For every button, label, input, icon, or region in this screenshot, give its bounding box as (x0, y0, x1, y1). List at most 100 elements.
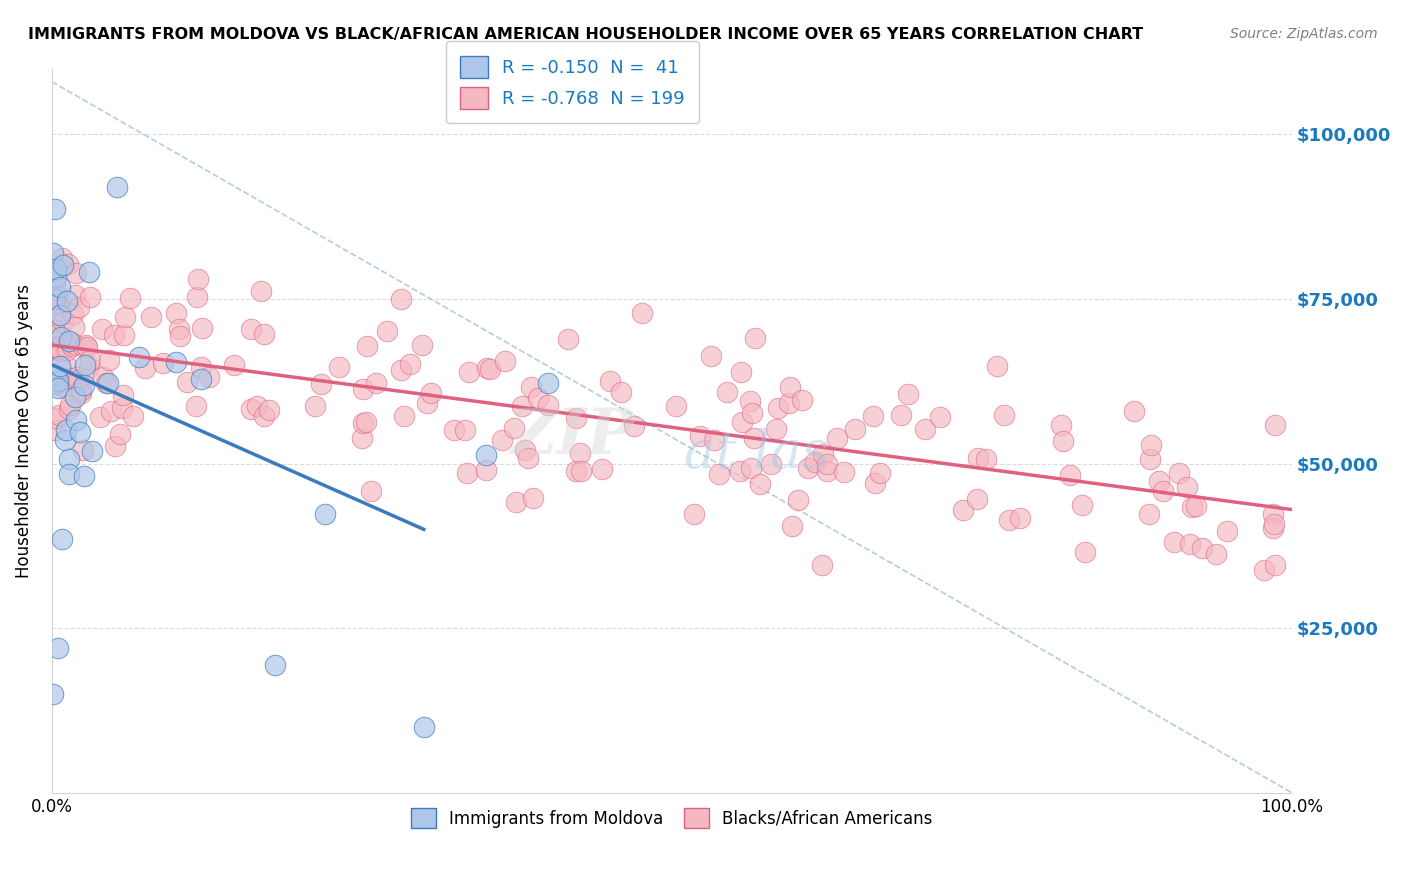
Point (759, 457, 782, 471)
Point (700, 349, 723, 363)
Point (222, 358, 245, 372)
Point (744, 331, 766, 345)
Point (165, 306, 187, 320)
Point (309, 377, 332, 392)
Point (766, 401, 789, 415)
Point (1152, 483, 1174, 498)
Point (1263, 521, 1285, 535)
Point (1147, 474, 1170, 488)
Point (623, 419, 645, 434)
Point (253, 327, 276, 342)
Point (456, 466, 478, 480)
Point (44, 277, 66, 292)
Point (863, 476, 886, 491)
Point (703, 434, 725, 448)
Point (65, 413, 87, 427)
Point (59, 398, 82, 412)
Point (412, 720, 434, 734)
Point (787, 493, 810, 508)
Point (728, 464, 751, 478)
Point (565, 464, 588, 478)
Point (1050, 418, 1073, 433)
Point (862, 409, 884, 424)
Point (44, 368, 66, 382)
Point (1253, 563, 1275, 577)
Point (740, 461, 762, 475)
Point (134, 361, 156, 376)
Point (49, 280, 72, 294)
Point (63, 319, 86, 334)
Point (60, 339, 83, 353)
Point (1263, 516, 1285, 531)
Point (494, 354, 516, 368)
Point (689, 429, 711, 443)
Point (75, 338, 97, 352)
Point (952, 502, 974, 516)
Point (63, 288, 86, 302)
Point (967, 451, 990, 466)
Point (141, 310, 163, 324)
Point (100, 404, 122, 418)
Point (45, 261, 67, 276)
Point (44, 269, 66, 284)
Point (79, 290, 101, 304)
Legend: Immigrants from Moldova, Blacks/African Americans: Immigrants from Moldova, Blacks/African … (405, 801, 939, 835)
Point (834, 465, 856, 479)
Point (998, 513, 1021, 527)
Point (63, 390, 86, 404)
Point (77, 264, 100, 278)
Point (58, 334, 80, 349)
Point (354, 415, 377, 429)
Point (48, 408, 70, 422)
Point (352, 382, 374, 396)
Point (44, 377, 66, 392)
Point (55, 359, 77, 373)
Point (165, 355, 187, 369)
Point (420, 385, 443, 400)
Point (52, 372, 75, 386)
Point (49, 343, 72, 358)
Point (1216, 524, 1239, 539)
Point (537, 398, 560, 412)
Point (56, 258, 79, 272)
Point (520, 379, 543, 393)
Point (731, 416, 754, 430)
Point (869, 467, 891, 481)
Point (70, 383, 93, 397)
Point (73, 377, 96, 392)
Point (1140, 438, 1163, 452)
Point (246, 399, 269, 413)
Point (46, 302, 69, 317)
Point (304, 399, 326, 413)
Point (169, 322, 191, 336)
Point (72, 442, 94, 457)
Point (253, 409, 276, 424)
Point (474, 448, 496, 462)
Point (610, 384, 633, 399)
Point (77, 359, 100, 374)
Point (46, 374, 69, 388)
Point (517, 451, 540, 466)
Point (1167, 467, 1189, 481)
Point (1008, 510, 1031, 524)
Point (97, 376, 120, 391)
Point (44, 423, 66, 437)
Text: at las: at las (685, 428, 830, 479)
Point (58, 402, 80, 417)
Point (475, 463, 498, 477)
Point (778, 396, 800, 410)
Point (197, 370, 219, 384)
Point (186, 290, 208, 304)
Point (1191, 541, 1213, 555)
Point (51, 533, 73, 547)
Point (682, 507, 704, 521)
Point (709, 467, 731, 482)
Point (568, 445, 591, 459)
Point (44, 346, 66, 360)
Point (48, 380, 70, 394)
Point (249, 285, 271, 299)
Point (55, 294, 77, 309)
Point (515, 442, 537, 457)
Point (44, 324, 66, 338)
Point (631, 306, 654, 320)
